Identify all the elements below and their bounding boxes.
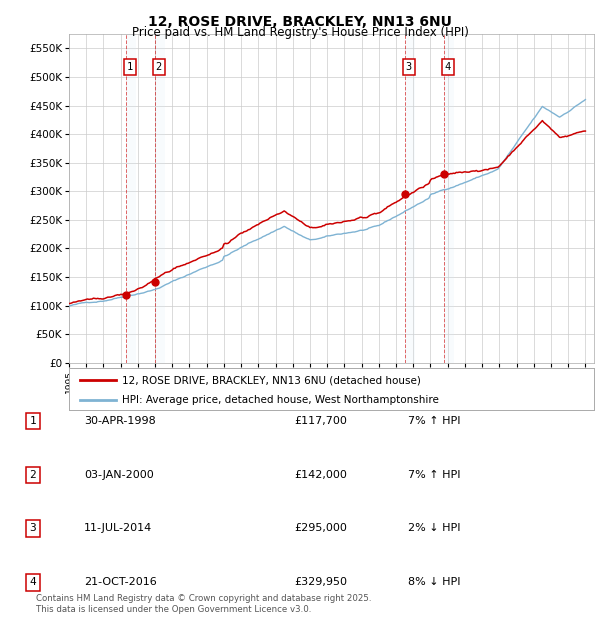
Text: £329,950: £329,950 (294, 577, 347, 587)
Text: 1: 1 (127, 62, 133, 72)
Text: 03-JAN-2000: 03-JAN-2000 (84, 470, 154, 480)
Text: 2: 2 (29, 470, 37, 480)
Text: 3: 3 (406, 62, 412, 72)
Text: 2: 2 (155, 62, 162, 72)
Text: Price paid vs. HM Land Registry's House Price Index (HPI): Price paid vs. HM Land Registry's House … (131, 26, 469, 39)
Text: Contains HM Land Registry data © Crown copyright and database right 2025.
This d: Contains HM Land Registry data © Crown c… (36, 595, 371, 614)
Text: £295,000: £295,000 (294, 523, 347, 533)
Text: 7% ↑ HPI: 7% ↑ HPI (408, 416, 461, 426)
Text: 12, ROSE DRIVE, BRACKLEY, NN13 6NU: 12, ROSE DRIVE, BRACKLEY, NN13 6NU (148, 16, 452, 30)
Text: HPI: Average price, detached house, West Northamptonshire: HPI: Average price, detached house, West… (121, 395, 439, 405)
Text: £117,700: £117,700 (294, 416, 347, 426)
Text: £142,000: £142,000 (294, 470, 347, 480)
Text: 3: 3 (29, 523, 37, 533)
Text: 30-APR-1998: 30-APR-1998 (84, 416, 156, 426)
Text: 11-JUL-2014: 11-JUL-2014 (84, 523, 152, 533)
Bar (155, 34, 165, 363)
Text: 1: 1 (29, 416, 37, 426)
Bar (405, 34, 415, 363)
Text: 2% ↓ HPI: 2% ↓ HPI (408, 523, 461, 533)
Text: 4: 4 (445, 62, 451, 72)
Bar (445, 34, 454, 363)
Bar (127, 34, 136, 363)
Text: 4: 4 (29, 577, 37, 587)
Text: 21-OCT-2016: 21-OCT-2016 (84, 577, 157, 587)
Text: 12, ROSE DRIVE, BRACKLEY, NN13 6NU (detached house): 12, ROSE DRIVE, BRACKLEY, NN13 6NU (deta… (121, 375, 421, 385)
Text: 7% ↑ HPI: 7% ↑ HPI (408, 470, 461, 480)
Text: 8% ↓ HPI: 8% ↓ HPI (408, 577, 461, 587)
